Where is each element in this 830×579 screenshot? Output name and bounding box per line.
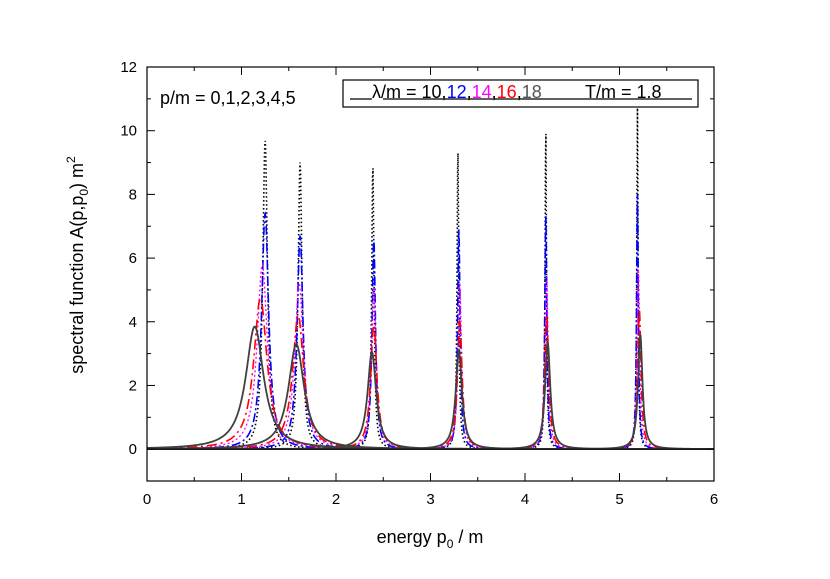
legend-prefix: λ/m =	[372, 82, 422, 102]
legend: λ/m = 10,12,14,16,18 T/m = 1.8	[342, 79, 699, 108]
y-axis-title: spectral function A(p,p0) m2	[64, 156, 91, 374]
curve-18-p3	[147, 347, 714, 451]
curve-18-p4	[147, 340, 714, 451]
curve-14-p4	[147, 277, 714, 450]
legend-entry: 16	[497, 82, 517, 102]
legend-separator: ,	[442, 82, 447, 102]
axis-ticks	[146, 66, 715, 482]
curve-18-p5	[147, 334, 714, 451]
y-tick-label: 4	[129, 314, 137, 331]
curve-12-p5	[147, 194, 714, 450]
y-tick-label: 2	[129, 377, 137, 394]
curve-12-p4	[147, 216, 714, 450]
x-tick-label: 4	[521, 491, 529, 508]
curve-10-p1	[147, 162, 714, 450]
curve-18-p1	[147, 343, 714, 450]
curve-18-p2	[147, 350, 714, 451]
y-tick-label: 10	[120, 123, 137, 140]
curve-16-p3	[147, 319, 714, 450]
y-tick-label: 6	[129, 250, 137, 267]
y-axis-title-mid: ) m	[67, 163, 87, 189]
momenta-annotation: p/m = 0,1,2,3,4,5	[160, 88, 296, 108]
y-tick-label: 12	[120, 59, 137, 76]
curve-10-p5	[147, 102, 714, 450]
x-tick-label: 5	[615, 491, 623, 508]
y-axis-title-sub: 0	[77, 189, 91, 196]
y-tick-label: 0	[129, 441, 137, 458]
legend-entry: 14	[472, 82, 492, 102]
y-axis-title-prefix: spectral function A(p,p	[67, 196, 87, 374]
legend-separator: ,	[467, 82, 472, 102]
plot-frame	[146, 66, 715, 482]
x-tick-label: 6	[710, 491, 718, 508]
x-tick-label: 0	[143, 491, 151, 508]
legend-entry: 18	[522, 82, 542, 102]
temperature-annotation: T/m = 1.8	[585, 82, 662, 102]
curve-16-p1	[147, 314, 714, 450]
curve-16-p2	[147, 322, 714, 450]
curve-10-p0	[147, 140, 714, 450]
legend-lambda-text: λ/m = 10,12,14,16,18	[372, 82, 542, 102]
curve-16-p4	[147, 315, 714, 450]
legend-entry: 12	[447, 82, 467, 102]
curve-12-p2	[147, 238, 714, 450]
x-axis-title: energy p0 / m	[377, 527, 484, 551]
x-tick-label: 2	[332, 491, 340, 508]
curve-14-p1	[147, 282, 714, 450]
x-axis-title-suffix: / m	[453, 527, 483, 547]
curve-12-p3	[147, 229, 714, 450]
curve-10-p3	[147, 153, 714, 450]
curve-10-p2	[147, 168, 714, 450]
y-tick-label: 8	[129, 186, 137, 203]
y-axis-title-sup: 2	[64, 156, 78, 163]
curve-16-p5	[147, 309, 714, 450]
curve-18-p0	[147, 325, 714, 450]
curve-14-p5	[147, 269, 714, 450]
x-tick-label: 3	[426, 491, 434, 508]
legend-box	[342, 79, 699, 108]
x-tick-label: 1	[237, 491, 245, 508]
x-axis-title-sub: 0	[447, 537, 454, 551]
legend-separator: ,	[492, 82, 497, 102]
curve-10-p4	[147, 133, 714, 450]
curve-14-p0	[147, 263, 714, 450]
curve-12-p0	[147, 211, 714, 450]
curve-12-p1	[147, 235, 714, 450]
x-axis-title-prefix: energy p	[377, 527, 447, 547]
legend-separator: ,	[517, 82, 522, 102]
series-curves	[147, 102, 714, 451]
curve-14-p3	[147, 284, 714, 450]
legend-entry: 10	[422, 82, 442, 102]
